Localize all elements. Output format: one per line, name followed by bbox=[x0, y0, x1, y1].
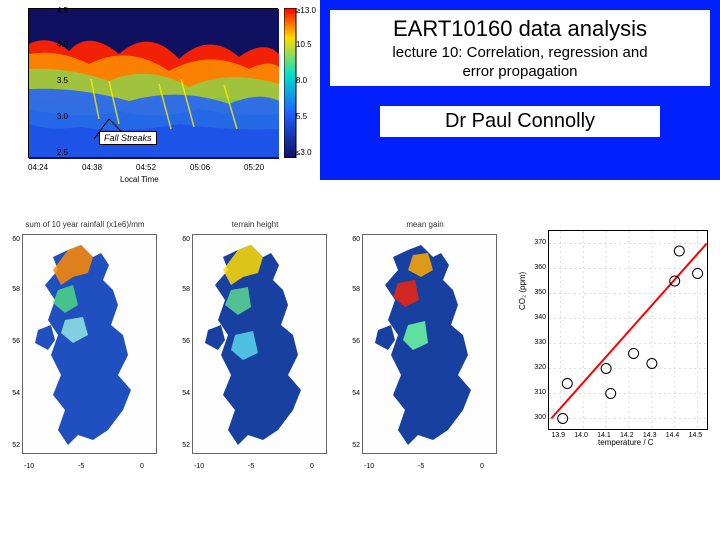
map-plot-1 bbox=[192, 234, 327, 454]
spectrogram-panel: Fall Streaks 4.5 4.0 3.5 3.0 2.5 04:24 0… bbox=[0, 0, 320, 180]
map-title-1: terrain height bbox=[170, 220, 340, 229]
scatter-xlabel: temperature / C bbox=[598, 438, 654, 447]
map-plot-0 bbox=[22, 234, 157, 454]
scatter-panel: CO₂ (ppm) temperature / C 37036035034033… bbox=[518, 220, 710, 480]
map-panel-1: terrain height 60 58 56 54 52 -10 -5 0 bbox=[170, 220, 340, 480]
map-plot-2 bbox=[362, 234, 497, 454]
title-box: EART10160 data analysis lecture 10: Corr… bbox=[330, 10, 710, 86]
author-box: Dr Paul Connolly bbox=[380, 106, 660, 137]
scatter-plot bbox=[548, 230, 708, 430]
subtitle-line2: error propagation bbox=[338, 63, 702, 80]
map-title-2: mean gain bbox=[340, 220, 510, 229]
map-panel-2: mean gain 60 58 56 54 52 -10 -5 0 bbox=[340, 220, 510, 480]
fall-streaks-label: Fall Streaks bbox=[99, 131, 157, 145]
spectro-xlabel: Local Time bbox=[120, 175, 159, 184]
course-title: EART10160 data analysis bbox=[338, 16, 702, 42]
map-title-0: sum of 10 year rainfall (x1e6)/mm bbox=[0, 220, 170, 229]
author: Dr Paul Connolly bbox=[388, 110, 652, 133]
map-panel-0: sum of 10 year rainfall (x1e6)/mm 60 58 … bbox=[0, 220, 170, 480]
title-block: EART10160 data analysis lecture 10: Corr… bbox=[320, 0, 720, 180]
subtitle-line1: lecture 10: Correlation, regression and bbox=[338, 44, 702, 61]
